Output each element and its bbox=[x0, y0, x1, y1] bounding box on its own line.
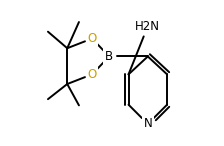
Text: H2N: H2N bbox=[135, 20, 160, 33]
Text: O: O bbox=[87, 32, 97, 45]
Text: B: B bbox=[105, 50, 113, 63]
Text: N: N bbox=[143, 117, 152, 131]
Text: O: O bbox=[87, 68, 97, 81]
Text: O: O bbox=[87, 32, 97, 45]
Text: N: N bbox=[143, 117, 152, 131]
Text: B: B bbox=[105, 50, 113, 63]
Text: O: O bbox=[87, 68, 97, 81]
Text: H2N: H2N bbox=[135, 20, 160, 33]
